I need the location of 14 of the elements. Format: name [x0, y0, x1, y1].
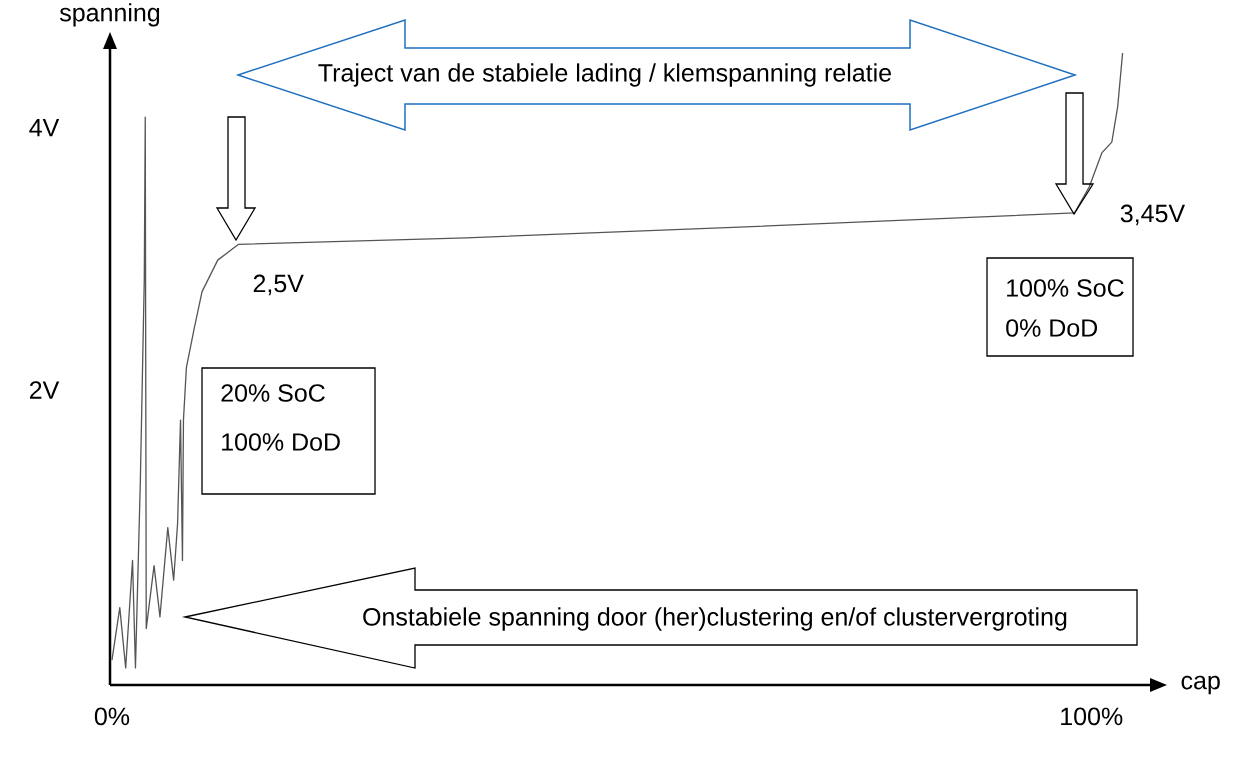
- annotation: 2,5V: [253, 274, 304, 296]
- x-tick-label: 100%: [1061, 707, 1123, 726]
- annotation: 100% DoD: [222, 433, 340, 451]
- x-tick-label: 0%: [94, 707, 130, 726]
- y-axis-title: spanning: [59, 3, 160, 27]
- x-axis-title: cap: [1181, 675, 1220, 695]
- annotation: 3,45V: [1120, 204, 1186, 226]
- y-tick-label: 4V: [29, 119, 60, 137]
- annotation: 20% SoC: [221, 384, 325, 402]
- annotation: 0% DoD: [1006, 319, 1098, 337]
- annotation: 100% SoC: [1007, 279, 1124, 297]
- annotation: Traject van de stabiele lading / klemspanning relatie: [318, 63, 891, 87]
- annotation: Onstabiele spanning door (her)clustering en/of clustervergroting: [363, 607, 1067, 631]
- y-tick-label: 2V: [29, 381, 60, 399]
